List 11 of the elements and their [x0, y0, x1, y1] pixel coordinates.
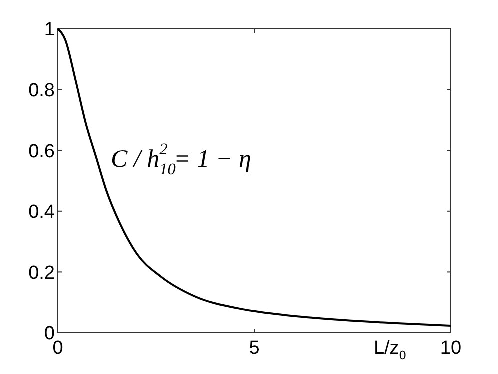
annotation: C / h$_{10}$$^{2}$ = 1 − η — [111, 140, 252, 178]
y-tick-label: 0.4 — [28, 202, 56, 224]
x-tick-label: 10 — [440, 338, 462, 359]
x-tick-label: 5 — [249, 338, 260, 359]
y-tick-label: 0.6 — [28, 141, 55, 162]
y-tick-label: 1 — [44, 20, 55, 41]
y-tick-label: 0 — [44, 324, 55, 345]
y-tick-label: 0.2 — [28, 262, 55, 284]
y-tick-label: 0.8 — [28, 80, 55, 102]
x-axis-title: L/z$_{0}$ — [374, 338, 406, 363]
line-series — [57, 28, 452, 328]
